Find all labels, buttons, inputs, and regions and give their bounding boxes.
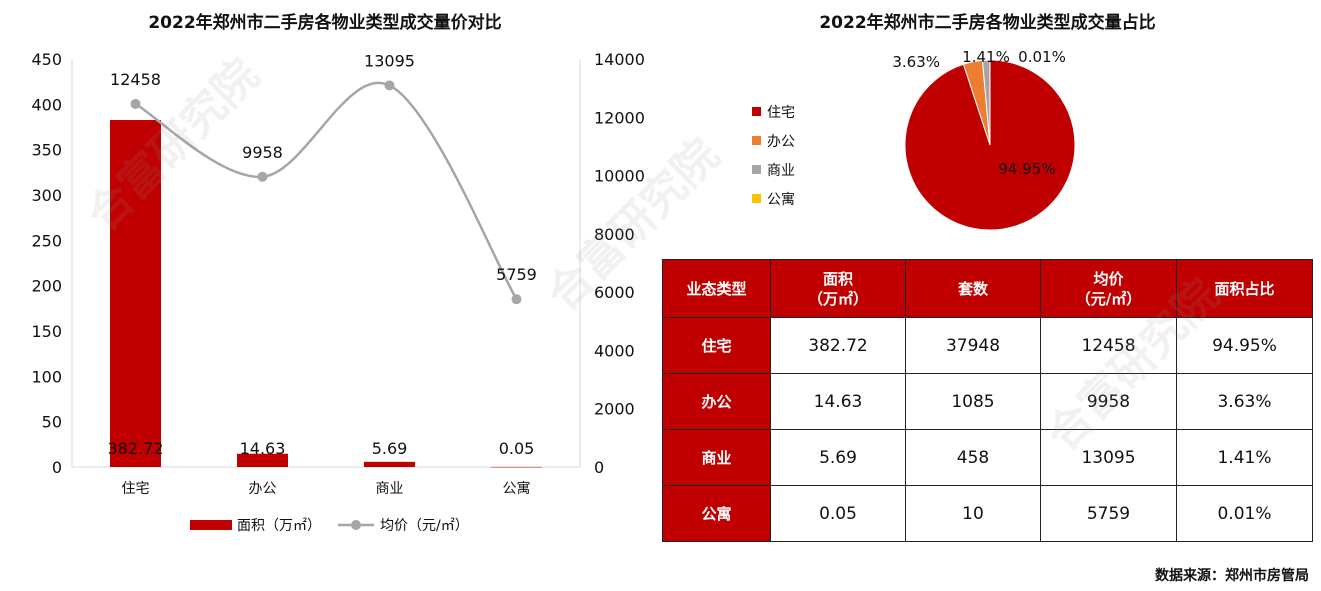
data-table: 业态类型 面积 （万㎡） 套数 均价 （元/㎡） 面积占比 住宅 382.72 37948 124…	[662, 259, 1313, 542]
x-tick-label: 公寓	[503, 480, 531, 497]
table-row-header: 商业	[662, 429, 771, 486]
table-cell: 94.95%	[1176, 317, 1313, 374]
x-tick-label: 办公	[249, 481, 277, 497]
pie-legend-label: 办公	[767, 133, 795, 150]
pie-legend-swatch	[752, 136, 761, 145]
y-tick-label: 200	[31, 277, 62, 296]
pie-legend-item: 住宅	[752, 97, 795, 126]
bar-value-label: 5.69	[372, 439, 408, 458]
legend-line-label: 均价（元/㎡）	[380, 518, 469, 534]
table-row: 公寓 0.05 10 5759 0.01%	[662, 485, 1313, 542]
y-tick-label: 250	[31, 231, 62, 250]
bar-value-label: 382.72	[108, 439, 164, 458]
bar	[237, 453, 288, 467]
line-value-label: 9958	[242, 143, 283, 162]
y2-tick-label: 14000	[594, 50, 645, 69]
x-tick-label: 住宅	[122, 481, 150, 497]
y2-tick-label: 0	[594, 458, 604, 477]
table-header-cell: 面积 （万㎡）	[770, 259, 906, 318]
combo-chart: 382.72 14.63 5.69 0.05 12458 9958 13095 5759 0 5…	[31, 50, 645, 534]
pie-value-label: 0.01%	[1018, 48, 1066, 66]
table-cell: 458	[905, 429, 1041, 486]
table-cell: 14.63	[770, 373, 906, 430]
y-tick-label: 350	[31, 141, 62, 160]
pie-legend-label: 商业	[767, 162, 795, 179]
bar	[491, 466, 542, 468]
bar-value-label: 14.63	[240, 439, 286, 458]
data-source: 数据来源：郑州市房管局	[1155, 568, 1309, 584]
table-header-cell: 均价 （元/㎡）	[1040, 259, 1177, 318]
table-header-cell: 面积占比	[1176, 259, 1313, 318]
line-value-label: 5759	[496, 265, 537, 284]
pie-value-label: 1.41%	[962, 48, 1010, 66]
legend-bar-swatch	[190, 520, 232, 530]
y2-tick-label: 4000	[594, 341, 635, 360]
pie-chart: 94.95% 3.63% 1.41% 0.01%	[892, 48, 1076, 231]
y-tick-label: 450	[31, 50, 62, 69]
pie-legend-label: 住宅	[767, 104, 795, 121]
pie-value-label: 94.95%	[998, 160, 1055, 178]
table-cell: 1085	[905, 373, 1041, 430]
pie-legend-swatch	[752, 107, 761, 116]
line-value-label: 13095	[364, 51, 415, 70]
table-row-header: 公寓	[662, 485, 771, 542]
y-tick-label: 150	[31, 322, 62, 341]
table-header-cell: 业态类型	[662, 259, 771, 318]
y2-tick-label: 12000	[594, 108, 645, 127]
table-row: 办公 14.63 1085 9958 3.63%	[662, 373, 1313, 430]
table-cell: 9958	[1040, 373, 1177, 430]
y-tick-label: 100	[31, 367, 62, 386]
table-cell: 5.69	[770, 429, 906, 486]
bar-value-label: 0.05	[499, 439, 535, 458]
right-chart-title: 2022年郑州市二手房各物业类型成交量占比	[819, 13, 1156, 33]
y2-tick-label: 6000	[594, 283, 635, 302]
line-value-label: 12458	[110, 70, 161, 89]
legend-line-marker	[351, 520, 361, 530]
table-cell: 0.05	[770, 485, 906, 542]
table-header-cell: 套数	[905, 259, 1041, 318]
y-tick-label: 0	[52, 458, 62, 477]
line-point	[384, 80, 395, 91]
table-cell: 13095	[1040, 429, 1177, 486]
line-point	[130, 98, 141, 109]
pie-legend-item: 公寓	[752, 184, 795, 213]
x-tick-label: 商业	[376, 481, 404, 497]
bar	[110, 120, 161, 467]
pie-legend-label: 公寓	[767, 191, 795, 208]
pie-legend-swatch	[752, 194, 761, 203]
y2-tick-label: 2000	[594, 400, 635, 419]
pie-legend: 住宅 办公 商业 公寓	[752, 97, 795, 213]
price-line	[134, 81, 518, 300]
table-cell: 0.01%	[1176, 485, 1313, 542]
table-row-header: 住宅	[662, 317, 771, 374]
left-chart-title: 2022年郑州市二手房各物业类型成交量价对比	[148, 13, 502, 33]
table-cell: 37948	[905, 317, 1041, 374]
y-tick-label: 50	[42, 413, 62, 432]
pie-legend-swatch	[752, 165, 761, 174]
bar	[364, 461, 415, 467]
y-tick-label: 400	[31, 95, 62, 114]
line-point	[257, 171, 268, 182]
table-row: 住宅 382.72 37948 12458 94.95%	[662, 317, 1313, 374]
table-cell: 382.72	[770, 317, 906, 374]
table-cell: 10	[905, 485, 1041, 542]
table-row-header: 办公	[662, 373, 771, 430]
pie-legend-item: 办公	[752, 126, 795, 155]
legend-bar-label: 面积（万㎡）	[237, 518, 321, 534]
table-cell: 1.41%	[1176, 429, 1313, 486]
y2-tick-label: 10000	[594, 167, 645, 186]
table-cell: 12458	[1040, 317, 1177, 374]
table-header-row: 业态类型 面积 （万㎡） 套数 均价 （元/㎡） 面积占比	[662, 259, 1313, 318]
table-row: 商业 5.69 458 13095 1.41%	[662, 429, 1313, 486]
line-point	[511, 294, 522, 305]
pie-value-label: 3.63%	[892, 53, 940, 71]
pie-legend-item: 商业	[752, 155, 795, 184]
table-cell: 5759	[1040, 485, 1177, 542]
table-cell: 3.63%	[1176, 373, 1313, 430]
y2-tick-label: 8000	[594, 225, 635, 244]
y-tick-label: 300	[31, 186, 62, 205]
